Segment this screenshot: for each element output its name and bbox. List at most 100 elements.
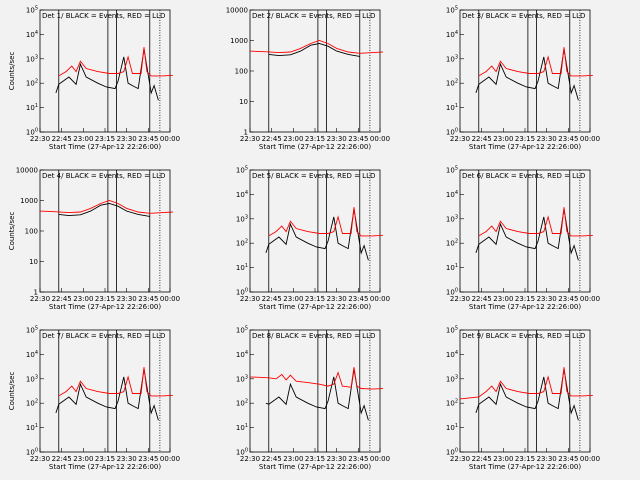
y-tick-label: 1000 [20, 197, 38, 205]
x-tick-label: 22:30 [240, 455, 260, 463]
y-tick-label: 100 [235, 68, 248, 76]
plot-title: Det 7/ BLACK = Events, RED = LLD [42, 332, 165, 340]
x-tick-label: 23:00 [73, 295, 93, 303]
x-tick-label: 23:45 [558, 135, 578, 143]
plot-panel-1: Det 1/ BLACK = Events, RED = LLD 22:30 22:… [8, 6, 180, 152]
x-tick-label: 23:30 [117, 455, 137, 463]
plot-frame [459, 169, 591, 293]
plot-title: Det 5/ BLACK = Events, RED = LLD [252, 172, 375, 180]
x-tick-label: 22:30 [30, 295, 50, 303]
plot-title: Det 4/ BLACK = Events, RED = LLD [42, 172, 165, 180]
x-tick-label: 23:00 [493, 295, 513, 303]
y-tick-label: 104 [236, 350, 248, 359]
y-tick-label: 10 [239, 98, 248, 106]
x-tick-label: 00:00 [580, 295, 600, 303]
y-tick-label: 104 [236, 190, 248, 199]
x-tick-label: 23:30 [327, 455, 347, 463]
x-tick-label: 23:00 [283, 295, 303, 303]
x-tick-label: 00:00 [160, 135, 180, 143]
y-tick-label: 104 [26, 350, 38, 359]
y-tick-label: 100 [26, 128, 38, 137]
x-tick-label: 23:45 [558, 455, 578, 463]
x-tick-label: 22:45 [52, 295, 72, 303]
y-tick-label: 100 [446, 288, 458, 297]
y-tick-label: 102 [446, 79, 458, 88]
x-axis-label: Start Time (27-Apr-12 22:26:00) [49, 303, 161, 311]
y-tick-label: 100 [446, 448, 458, 457]
y-tick-label: 100 [446, 128, 458, 137]
x-tick-label: 00:00 [370, 455, 390, 463]
y-tick-label: 105 [446, 326, 458, 335]
y-tick-label: 101 [236, 263, 248, 272]
series-line-lld [58, 47, 173, 77]
x-tick-label: 23:00 [73, 135, 93, 143]
y-tick-label: 105 [236, 166, 248, 175]
series-line-lld [478, 47, 593, 77]
y-tick-label: 105 [26, 6, 38, 15]
series-line-lld [268, 207, 383, 237]
y-tick-label: 103 [236, 374, 248, 383]
x-tick-label: 22:30 [450, 135, 470, 143]
plot-title: Det 6/ BLACK = Events, RED = LLD [462, 172, 585, 180]
y-tick-label: 105 [26, 326, 38, 335]
x-axis-label: Start Time (27-Apr-12 22:26:00) [259, 143, 371, 151]
y-tick-label: 104 [446, 30, 458, 39]
x-tick-label: 23:45 [138, 455, 158, 463]
x-axis-label: Start Time (27-Apr-12 22:26:00) [49, 463, 161, 471]
x-tick-label: 23:30 [537, 295, 557, 303]
series-line-lld [58, 367, 173, 397]
x-tick-label: 23:45 [138, 295, 158, 303]
x-tick-label: 23:15 [305, 135, 325, 143]
y-tick-label: 102 [446, 239, 458, 248]
series-line-lld [39, 200, 173, 214]
x-tick-label: 00:00 [370, 295, 390, 303]
plot-frame [39, 9, 171, 133]
x-tick-label: 22:30 [450, 455, 470, 463]
y-tick-label: 100 [25, 228, 38, 236]
plot-title: Det 1/ BLACK = Events, RED = LLD [42, 12, 165, 20]
plot-frame [459, 329, 591, 453]
x-tick-label: 23:00 [493, 135, 513, 143]
x-tick-label: 23:30 [327, 295, 347, 303]
series-line-lld [478, 207, 593, 237]
x-tick-label: 23:15 [305, 295, 325, 303]
x-axis-label: Start Time (27-Apr-12 22:26:00) [469, 143, 581, 151]
x-tick-label: 23:15 [95, 135, 115, 143]
y-axis-label: Counts/sec [8, 52, 16, 91]
y-tick-label: 104 [26, 30, 38, 39]
series-line-lld [459, 367, 593, 400]
series-line-events [58, 203, 150, 217]
y-tick-label: 102 [236, 239, 248, 248]
y-tick-label: 103 [26, 54, 38, 63]
y-tick-label: 105 [446, 6, 458, 15]
y-tick-label: 100 [236, 288, 248, 297]
y-tick-label: 1 [244, 129, 248, 137]
x-tick-label: 23:45 [138, 135, 158, 143]
x-tick-label: 23:15 [305, 455, 325, 463]
series-line-lld [249, 367, 383, 390]
x-axis-label: Start Time (27-Apr-12 22:26:00) [49, 143, 161, 151]
x-tick-label: 23:15 [515, 455, 535, 463]
y-tick-label: 103 [26, 374, 38, 383]
x-tick-label: 00:00 [580, 135, 600, 143]
x-tick-label: 23:30 [117, 135, 137, 143]
x-tick-label: 23:30 [537, 455, 557, 463]
y-tick-label: 103 [236, 214, 248, 223]
x-tick-label: 22:45 [52, 135, 72, 143]
x-tick-label: 22:30 [240, 135, 260, 143]
y-axis-label: Counts/sec [8, 372, 16, 411]
plot-frame [249, 169, 381, 293]
x-tick-label: 23:00 [493, 455, 513, 463]
y-tick-label: 104 [446, 350, 458, 359]
plot-title: Det 2/ BLACK = Events, RED = LLD [252, 12, 375, 20]
y-tick-label: 1000 [230, 37, 248, 45]
plot-panel-9: Det 9/ BLACK = Events, RED = LLD 22:30 22:… [446, 326, 600, 472]
y-tick-label: 102 [26, 79, 38, 88]
x-tick-label: 22:45 [52, 455, 72, 463]
y-tick-label: 101 [446, 263, 458, 272]
x-axis-label: Start Time (27-Apr-12 22:26:00) [469, 463, 581, 471]
plot-frame [249, 329, 381, 453]
x-tick-label: 23:15 [515, 295, 535, 303]
y-tick-label: 102 [446, 399, 458, 408]
